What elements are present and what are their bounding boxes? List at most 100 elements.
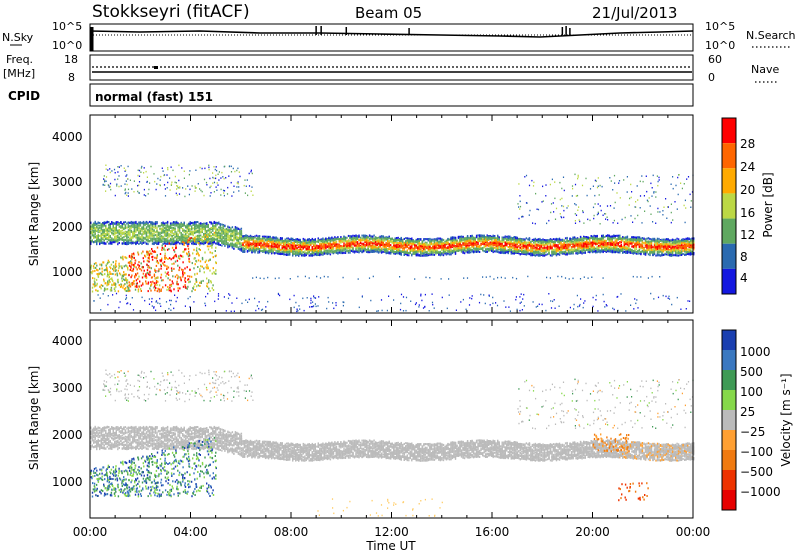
data-cell — [295, 252, 297, 255]
data-cell — [346, 250, 348, 253]
data-cell — [287, 251, 289, 253]
data-cell — [462, 242, 464, 245]
data-cell — [371, 251, 374, 253]
data-cell — [427, 239, 430, 242]
data-cell — [109, 224, 111, 227]
data-cell — [97, 240, 99, 243]
data-cell — [111, 228, 113, 231]
data-cell — [355, 248, 357, 251]
data-cell — [126, 235, 128, 238]
data-cell — [175, 224, 178, 227]
data-cell — [129, 225, 131, 228]
data-cell — [408, 247, 410, 250]
data-cell — [240, 231, 243, 234]
data-cell — [178, 238, 181, 241]
data-cell — [178, 236, 181, 239]
data-cell — [171, 224, 173, 227]
data-cell — [403, 252, 405, 255]
data-cell — [139, 221, 142, 224]
data-cell — [450, 252, 452, 255]
data-cell — [148, 240, 151, 243]
data-cell — [269, 239, 271, 242]
data-cell — [242, 250, 244, 253]
data-cell — [356, 246, 359, 249]
data-cell — [130, 239, 133, 242]
data-cell — [332, 245, 335, 248]
data-cell — [117, 240, 119, 243]
data-cell — [111, 221, 113, 224]
data-cell — [180, 225, 182, 228]
data-cell — [154, 226, 157, 229]
data-cell — [240, 246, 243, 249]
data-cell — [171, 230, 173, 233]
data-cell — [204, 233, 206, 235]
data-cell — [242, 243, 244, 246]
data-cell — [249, 238, 252, 241]
data-cell — [456, 239, 458, 242]
data-cell — [477, 250, 479, 253]
data-cell — [227, 244, 229, 247]
data-cell — [278, 244, 280, 247]
data-cell — [362, 243, 365, 246]
data-cell — [129, 227, 131, 230]
freq-left-tick-bottom: 8 — [68, 71, 75, 84]
data-cell — [343, 248, 345, 251]
data-cell — [492, 249, 494, 252]
data-cell — [130, 226, 133, 229]
data-cell — [439, 246, 442, 249]
data-cell — [353, 239, 356, 241]
data-cell — [254, 240, 256, 243]
data-cell — [376, 248, 378, 251]
data-cell — [367, 236, 369, 238]
data-cell — [234, 238, 237, 241]
data-cell — [328, 239, 330, 242]
data-cell — [390, 246, 392, 249]
data-cell — [308, 241, 310, 244]
data-cell — [169, 239, 172, 242]
data-cell — [498, 242, 500, 245]
data-cell — [264, 251, 267, 254]
data-cell — [255, 249, 258, 252]
data-cell — [115, 221, 117, 224]
data-cell — [198, 224, 200, 227]
data-cell — [148, 234, 151, 237]
data-cell — [186, 230, 188, 233]
data-cell — [121, 232, 124, 234]
data-cell — [172, 239, 175, 241]
data-cell — [93, 224, 95, 227]
data-cell — [118, 222, 120, 225]
data-cell — [337, 238, 339, 241]
data-cell — [141, 226, 143, 229]
data-cell — [118, 238, 120, 241]
data-cell — [301, 249, 303, 251]
data-cell — [305, 239, 307, 242]
data-cell — [272, 251, 274, 254]
data-cell — [483, 250, 485, 253]
data-cell — [112, 225, 114, 228]
data-cell — [399, 238, 401, 240]
data-cell — [393, 248, 395, 251]
data-cell — [411, 240, 413, 243]
data-cell — [343, 244, 345, 247]
data-cell — [472, 242, 475, 245]
data-cell — [168, 229, 170, 232]
data-cell — [359, 236, 362, 239]
data-cell — [328, 252, 330, 255]
data-cell — [194, 225, 196, 228]
data-cell — [402, 251, 404, 253]
data-cell — [451, 239, 454, 242]
data-cell — [463, 239, 466, 242]
data-cell — [459, 241, 461, 244]
data-cell — [132, 240, 134, 243]
data-cell — [451, 242, 454, 244]
data-cell — [151, 224, 154, 227]
data-cell — [427, 238, 430, 240]
data-cell — [105, 225, 107, 228]
data-cell — [273, 237, 276, 240]
data-cell — [270, 248, 273, 251]
data-cell — [115, 235, 117, 238]
data-cell — [260, 249, 262, 252]
data-cell — [331, 243, 333, 246]
data-cell — [200, 234, 202, 237]
data-cell — [231, 246, 234, 248]
